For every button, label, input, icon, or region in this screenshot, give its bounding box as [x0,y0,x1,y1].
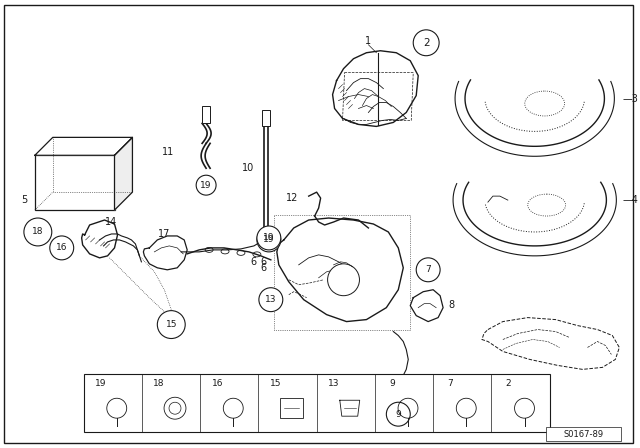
Text: 17: 17 [158,229,170,239]
Text: 7: 7 [447,379,453,388]
Text: 19: 19 [263,233,275,242]
Circle shape [259,288,283,312]
Polygon shape [463,182,607,246]
Polygon shape [410,290,443,322]
Bar [35,155,115,210]
Text: 6: 6 [260,263,267,273]
Text: 15: 15 [166,320,177,329]
Text: 13: 13 [328,379,340,388]
Text: 7: 7 [426,265,431,274]
Text: 18: 18 [154,379,165,388]
Text: 16: 16 [212,379,223,388]
Bar [546,427,621,441]
Text: 12: 12 [286,193,299,203]
Text: 5: 5 [22,195,28,205]
Text: —3: —3 [622,94,638,103]
Circle shape [257,228,281,252]
Text: 19: 19 [95,379,107,388]
Bar [262,111,270,126]
Circle shape [328,264,360,296]
Polygon shape [35,138,132,155]
Circle shape [387,402,410,426]
Text: 2: 2 [506,379,511,388]
Circle shape [257,226,281,250]
Polygon shape [465,80,604,146]
Circle shape [196,175,216,195]
Text: 18: 18 [32,228,44,237]
Circle shape [416,258,440,282]
Text: 19: 19 [200,181,212,190]
Text: —4: —4 [622,195,638,205]
Text: 19: 19 [263,236,275,245]
Circle shape [24,218,52,246]
Bar [280,398,303,418]
Text: 9: 9 [389,379,395,388]
Text: 11: 11 [162,147,174,157]
Text: 2: 2 [423,38,429,48]
Text: 6: 6 [251,257,257,267]
Circle shape [413,30,439,56]
Polygon shape [82,220,118,258]
Bar [84,375,550,432]
Text: 15: 15 [270,379,282,388]
Text: 10: 10 [242,163,254,173]
Circle shape [157,310,185,339]
Polygon shape [115,138,132,210]
Circle shape [50,236,74,260]
Text: 14: 14 [106,217,118,227]
Text: 1: 1 [365,36,371,46]
Polygon shape [143,236,187,270]
Text: 6: 6 [260,257,267,267]
Text: 9: 9 [396,409,401,419]
Bar [202,106,210,124]
Text: 8: 8 [448,300,454,310]
Text: S0167-89: S0167-89 [563,430,604,439]
Text: 16: 16 [56,243,67,252]
Text: 13: 13 [265,295,276,304]
Polygon shape [277,218,403,322]
Polygon shape [333,51,418,126]
